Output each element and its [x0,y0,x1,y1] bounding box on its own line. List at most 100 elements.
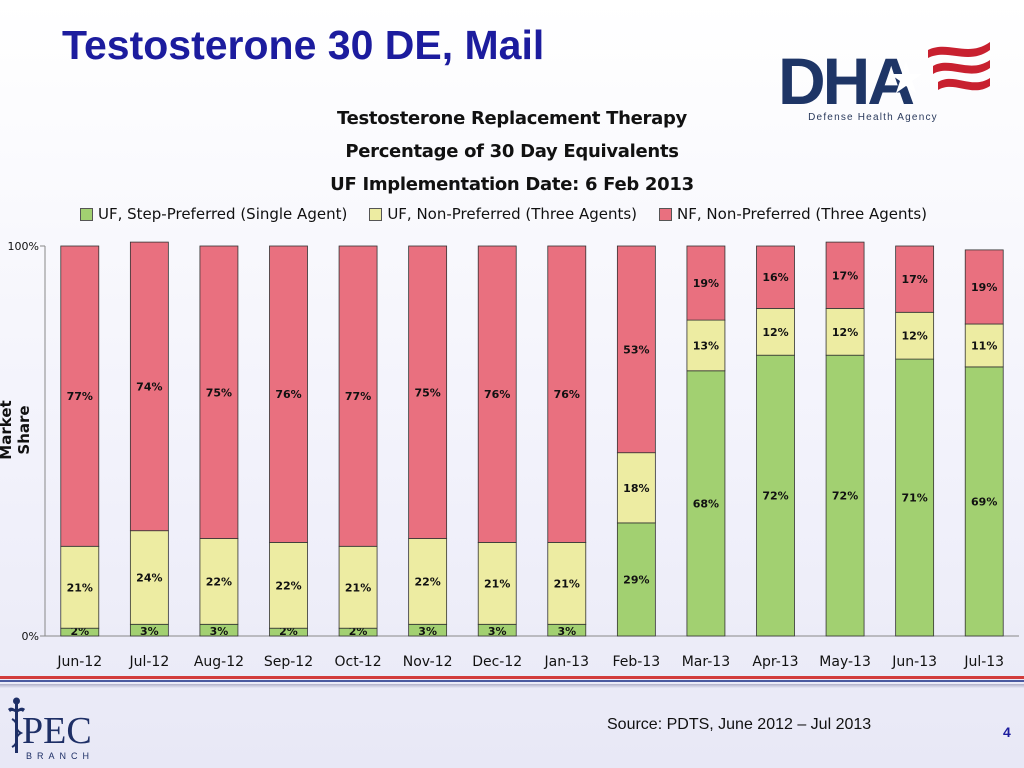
bar-segment-nf-non [547,245,587,543]
pec-logo-text: PEC [22,710,92,752]
bar-segment-uf-step [895,358,935,637]
data-label-nf-non: 77% [345,390,371,403]
bar-segment-nf-non [825,241,865,309]
legend-item-nf-non: NF, Non-Preferred (Three Agents) [659,205,927,223]
bar-segment-nf-non [338,245,378,547]
slide-title: Testosterone 30 DE, Mail [62,22,545,68]
bar-segment-nf-non [408,245,448,539]
chart-title-line-2: Percentage of 30 Day Equivalents [345,141,679,162]
pec-logo-subtext: BRANCH [26,751,94,761]
x-tick-label: Jan-13 [544,654,589,670]
bar-segment-nf-non [895,245,935,313]
bar-segment-uf-non [895,311,935,360]
data-label-nf-non: 53% [623,343,649,356]
data-label-uf-step: 71% [901,492,927,505]
bar-segment-uf-step [616,522,656,637]
data-label-nf-non: 75% [206,386,232,399]
y-tick-label: 0% [22,630,39,643]
dha-logo: DHA [778,42,990,118]
data-label-uf-non: 21% [554,577,580,590]
bar-segment-uf-non [338,545,378,629]
data-label-uf-step: 68% [693,497,719,510]
bar-segment-uf-step [964,366,1004,637]
legend-swatch-nf-non [659,207,673,221]
data-label-uf-non: 12% [762,326,788,339]
caduceus-icon [8,697,25,753]
footer-divider-red [0,676,1024,679]
x-tick-label: Nov-12 [403,654,453,670]
x-tick-label: Jun-12 [56,654,102,670]
data-label-uf-non: 24% [136,572,162,585]
x-tick-label: Feb-13 [613,654,661,670]
bar-segment-nf-non [129,241,169,532]
legend-swatch-uf-non [369,207,383,221]
x-tick-label: Aug-12 [194,654,244,670]
data-label-uf-non: 18% [623,482,649,495]
x-tick-label: Apr-13 [752,654,798,670]
bar-segment-nf-non [60,245,100,547]
bar-segment-uf-non [756,307,795,356]
data-label-uf-step: 3% [418,625,437,638]
data-label-uf-step: 72% [762,490,788,503]
bar-segment-uf-non [616,452,656,524]
data-label-nf-non: 17% [832,269,858,282]
pec-logo: PEC BRANCH [8,697,94,761]
source-note: Source: PDTS, June 2012 – Jul 2013 [607,716,872,733]
bar-segment-uf-non [199,538,239,625]
bar-segment-nf-non [477,245,517,543]
data-label-uf-step: 3% [210,625,229,638]
data-label-uf-non: 13% [693,339,719,352]
data-label-nf-non: 76% [484,388,510,401]
legend-item-uf-non: UF, Non-Preferred (Three Agents) [369,205,637,223]
legend-label-uf-step: UF, Step-Preferred (Single Agent) [98,205,348,223]
data-label-uf-non: 21% [345,581,371,594]
bar-segment-uf-step [825,354,865,637]
chart-title: Testosterone Replacement Therapy Percent… [250,102,774,201]
data-label-nf-non: 19% [971,281,997,294]
data-label-uf-step: 69% [971,495,997,508]
bar-segment-uf-step [756,354,795,637]
bar-segment-nf-non [269,245,308,543]
bar-segment-nf-non [964,249,1004,325]
flag-stripes-icon [928,42,990,58]
bar-segment-uf-non [964,323,1004,368]
data-label-nf-non: 19% [693,277,719,290]
data-label-nf-non: 76% [275,388,301,401]
x-tick-label: Jul-13 [963,654,1004,670]
chart-title-line-3: UF Implementation Date: 6 Feb 2013 [330,174,694,195]
data-label-uf-non: 22% [414,575,440,588]
x-tick-label: Oct-12 [335,654,382,670]
bar-segment-uf-step [686,370,726,637]
bar-segment-uf-non [547,542,587,625]
page-number: 4 [1003,724,1011,740]
data-label-nf-non: 74% [136,380,162,393]
chart-legend: UF, Step-Preferred (Single Agent) UF, No… [80,203,1010,225]
bar-segment-uf-non [477,542,517,625]
data-label-uf-non: 11% [971,339,997,352]
data-label-uf-step: 29% [623,573,649,586]
data-label-uf-step: 3% [488,625,507,638]
legend-item-uf-step: UF, Step-Preferred (Single Agent) [80,205,347,223]
x-tick-label: May-13 [819,654,871,670]
bar-segment-uf-non [60,545,100,629]
legend-swatch-uf-step [80,207,93,221]
bar-segment-uf-non [269,542,308,629]
data-label-uf-step: 3% [140,625,159,638]
footer-divider-shadow [0,684,1024,688]
chart-title-line-1: Testosterone Replacement Therapy [337,108,687,129]
data-label-uf-step: 72% [832,490,858,503]
x-tick-label: Dec-12 [472,654,522,670]
bar-segment-uf-non [408,538,448,625]
data-label-uf-non: 22% [275,579,301,592]
data-label-nf-non: 76% [554,388,580,401]
data-label-uf-non: 21% [484,577,510,590]
bar-segment-nf-non [686,245,726,321]
x-tick-label: Jul-12 [128,654,169,670]
data-label-uf-non: 12% [901,330,927,343]
data-label-uf-non: 22% [206,575,232,588]
footer-divider-blue [0,680,1024,682]
x-tick-label: Mar-13 [682,654,730,670]
data-label-nf-non: 17% [901,273,927,286]
bar-segment-nf-non [756,245,795,309]
dha-tagline: Defense Health Agency [808,112,938,123]
